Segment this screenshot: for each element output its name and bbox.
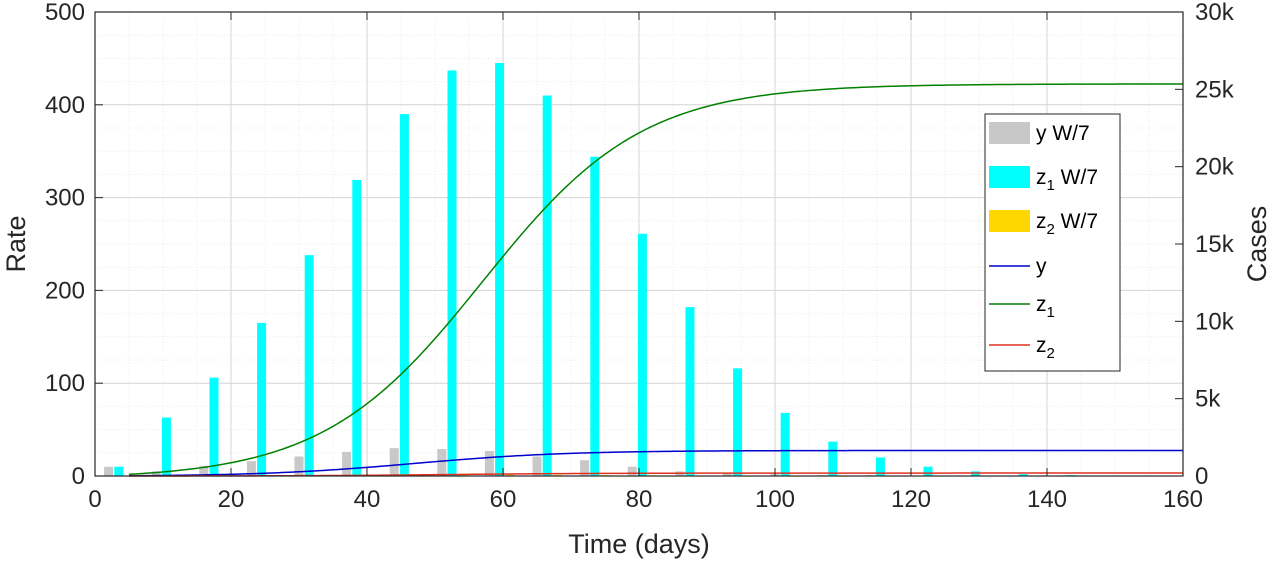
y-right-tick-label: 20k	[1195, 154, 1235, 181]
bar-z1	[828, 441, 838, 476]
y-left-tick-label: 100	[45, 370, 85, 397]
line-y	[128, 449, 1183, 477]
legend-label: y	[1036, 255, 1047, 278]
bar-z1	[209, 377, 219, 476]
bar-z1	[780, 412, 790, 476]
y-right-axis-ticks: 0 5k 10k 15k 20k 25k 30k	[1175, 0, 1235, 490]
y-right-tick-label: 30k	[1195, 0, 1235, 26]
x-tick-label: 140	[1027, 486, 1067, 513]
x-axis-ticks: 0 20 40 60 80 100 120 140 160	[88, 12, 1203, 513]
legend-label: z2 W/7	[1036, 210, 1098, 238]
bar-y	[722, 473, 732, 476]
bar-z2	[457, 474, 467, 476]
legend-label: y W/7	[1036, 122, 1090, 145]
bar-z1	[590, 156, 600, 476]
y-left-tick-label: 400	[45, 92, 85, 119]
legend-swatch-bar	[989, 210, 1030, 232]
x-tick-label: 0	[88, 486, 101, 513]
x-tick-label: 120	[891, 486, 931, 513]
bar-y	[151, 471, 161, 476]
legend-swatch-bar	[989, 166, 1030, 188]
bar-z1	[352, 179, 362, 476]
x-tick-label: 160	[1163, 486, 1203, 513]
bar-z1	[447, 70, 457, 477]
legend-label: z2	[1036, 334, 1055, 362]
y-right-tick-label: 5k	[1195, 386, 1221, 413]
x-tick-label: 100	[755, 486, 795, 513]
bar-z1	[542, 95, 552, 477]
bar-z1	[1018, 474, 1028, 476]
y-left-axis-ticks: 0 100 200 300 400 500	[45, 0, 103, 490]
bar-y	[580, 460, 590, 476]
bar-y	[246, 461, 256, 476]
y-right-tick-label: 10k	[1195, 308, 1235, 335]
bar-y	[627, 466, 637, 476]
x-axis-label: Time (days)	[568, 529, 710, 559]
bar-y	[199, 465, 209, 476]
bar-z2	[505, 474, 515, 476]
bar-z1	[399, 114, 409, 476]
bar-z1	[257, 322, 267, 476]
legend-label: z1	[1036, 293, 1055, 321]
legend-box	[984, 113, 1121, 372]
bar-y	[437, 449, 447, 476]
y-right-tick-label: 0	[1195, 463, 1208, 490]
bar-z1	[161, 417, 171, 476]
x-tick-label: 40	[354, 486, 381, 513]
bar-z1	[304, 255, 314, 476]
bar-z1	[495, 63, 505, 476]
line-z1	[128, 83, 1184, 476]
x-tick-label: 20	[218, 486, 245, 513]
y-left-tick-label: 500	[45, 0, 85, 26]
bar-y	[484, 450, 494, 476]
y-right-tick-label: 25k	[1195, 76, 1235, 103]
bar-z1	[637, 233, 647, 476]
y-right-axis-label: Cases	[1242, 206, 1272, 283]
bar-y	[104, 466, 114, 476]
x-tick-label: 80	[626, 486, 653, 513]
bars	[104, 63, 1076, 477]
y-left-axis-label: Rate	[1, 215, 31, 272]
y-left-tick-label: 200	[45, 277, 85, 304]
y-right-tick-label: 15k	[1195, 231, 1235, 258]
bar-y	[389, 448, 399, 476]
bar-y	[342, 451, 352, 476]
bar-z1	[114, 466, 124, 476]
legend-swatch-bar	[989, 122, 1030, 144]
legend-label: z1 W/7	[1036, 166, 1098, 194]
y-left-tick-label: 0	[72, 463, 85, 490]
bar-z1	[875, 457, 885, 476]
bar-z1	[923, 466, 933, 476]
bar-z1	[685, 307, 695, 476]
x-tick-label: 60	[490, 486, 517, 513]
bar-z1	[733, 368, 743, 476]
y-left-tick-label: 300	[45, 185, 85, 212]
bar-y	[294, 456, 304, 476]
bar-y	[532, 456, 542, 476]
legend: y W/7 z1 W/7 z2 W/7 y z1 z2	[984, 113, 1121, 372]
